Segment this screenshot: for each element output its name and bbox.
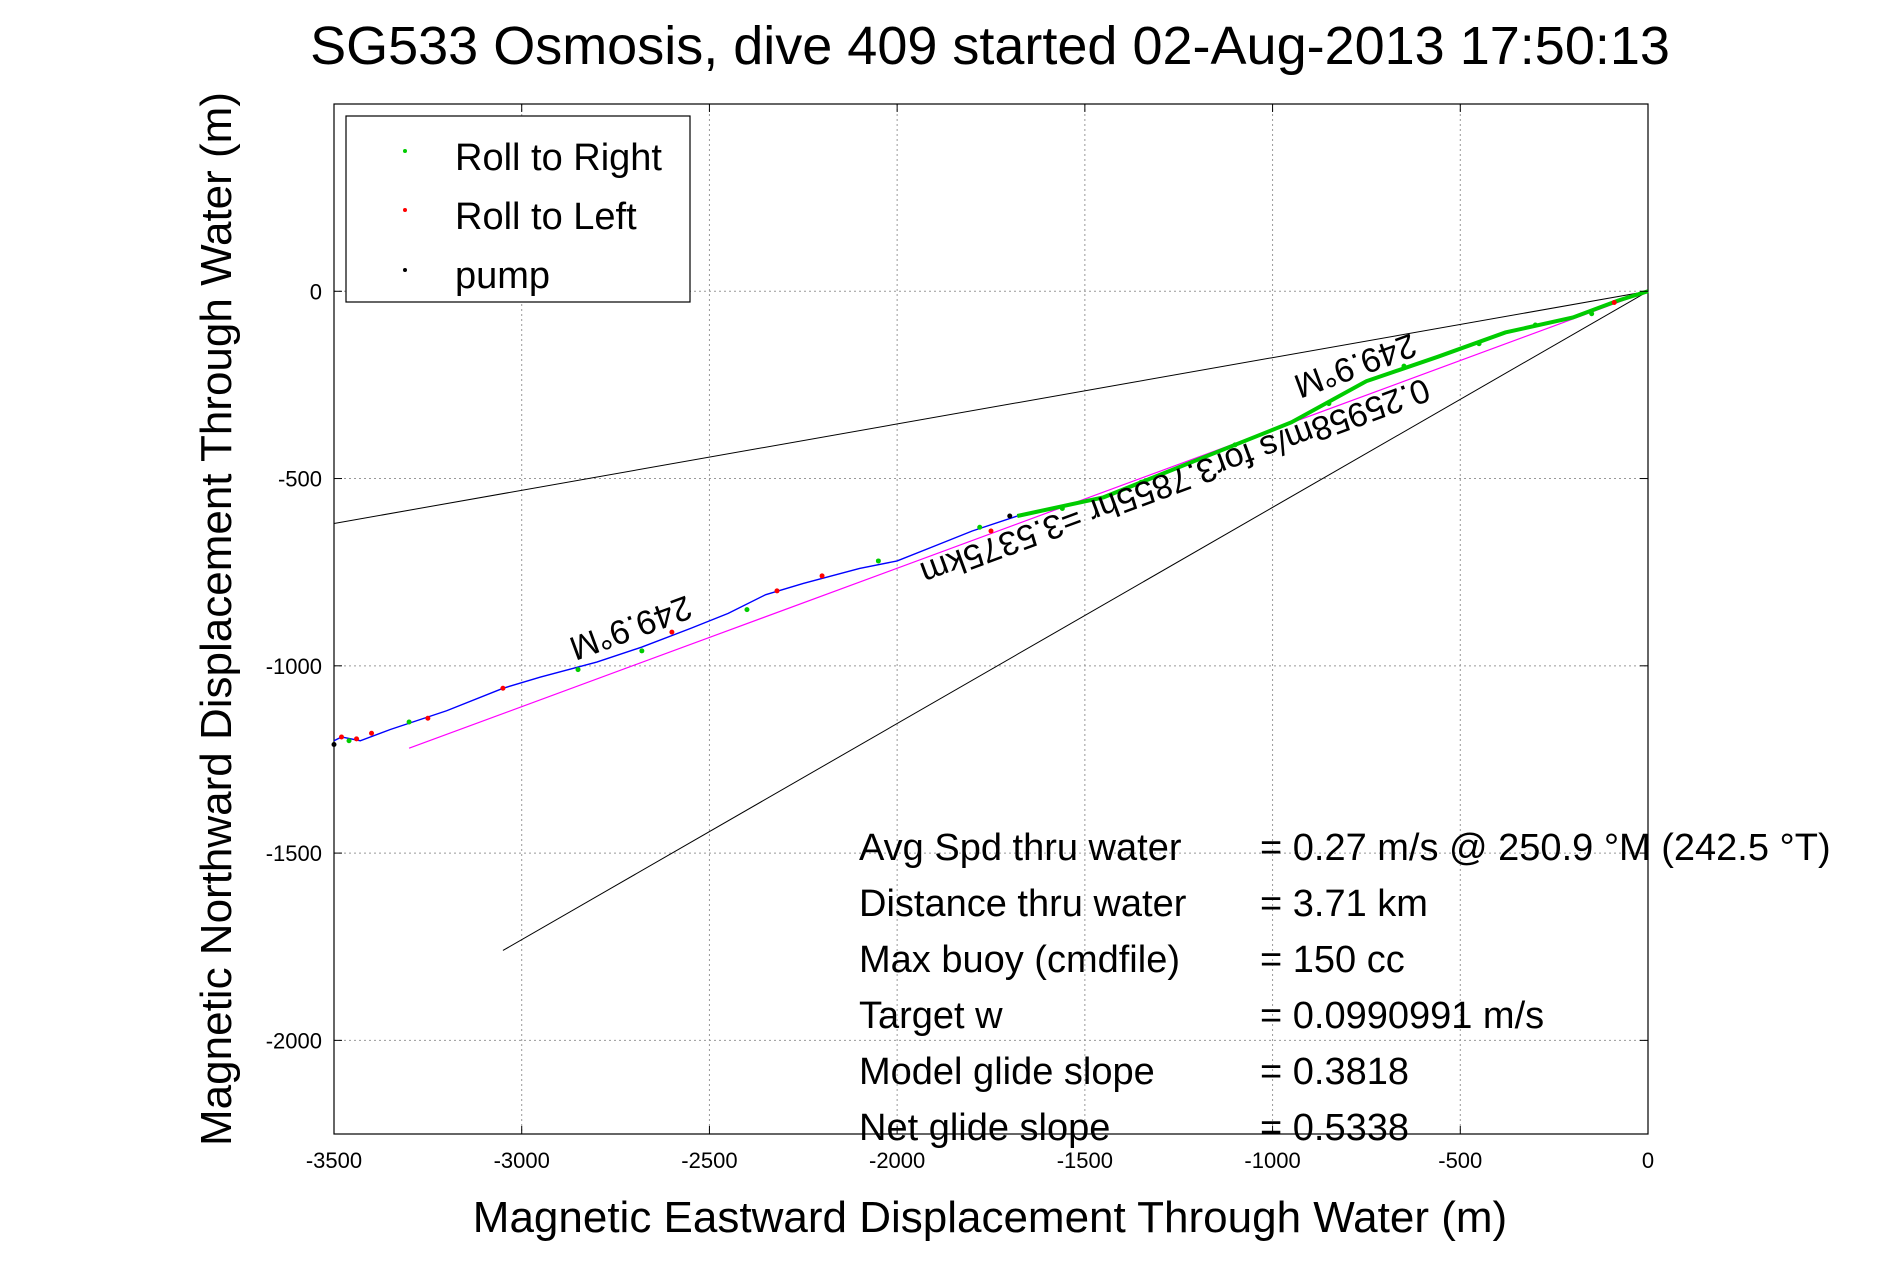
stat-label-max-buoy: Max buoy (cmdfile) xyxy=(859,939,1180,981)
y-tick-label: -500 xyxy=(278,467,322,492)
x-tick-label: -3500 xyxy=(306,1148,362,1173)
roll-right-point xyxy=(875,558,881,564)
plot-area-frame xyxy=(333,103,1649,1135)
roll-right-segment xyxy=(1016,289,1649,518)
roll-right-point xyxy=(575,667,581,673)
x-tick-label: 0 xyxy=(1642,1148,1654,1173)
line-annotation: 0.25958m/s for3.7855hr =3.5375km xyxy=(915,370,1434,592)
roll-right-point xyxy=(639,648,645,654)
x-tick-label: -2500 xyxy=(681,1148,737,1173)
stat-value-model-glide: = 0.3818 xyxy=(1260,1051,1409,1093)
stat-value-target-w: = 0.0990991 m/s xyxy=(1260,995,1544,1037)
roll-left-point xyxy=(1611,300,1617,306)
roll-left-point xyxy=(339,734,345,740)
roll-right-point xyxy=(346,738,352,744)
legend-label-pump: pump xyxy=(455,255,550,297)
markers xyxy=(331,300,1617,747)
roll-left-point xyxy=(500,685,506,691)
roll-right-point xyxy=(977,524,983,530)
roll-right-point xyxy=(1589,311,1595,317)
line-annotations: 249.9°M0.25958m/s for3.7855hr =3.5375km2… xyxy=(564,325,1434,667)
x-tick-label: -3000 xyxy=(494,1148,550,1173)
roll-right-point xyxy=(744,607,750,613)
track-series xyxy=(333,289,1649,742)
roll-left-point xyxy=(669,629,675,635)
legend-marker-pump xyxy=(403,268,407,272)
x-tick-label: -500 xyxy=(1438,1148,1482,1173)
roll-right-point xyxy=(1059,506,1065,512)
stat-value-distance: = 3.71 km xyxy=(1260,883,1428,925)
x-tick-label: -2000 xyxy=(869,1148,925,1173)
grid xyxy=(334,104,1648,1134)
chart-title: SG533 Osmosis, dive 409 started 02-Aug-2… xyxy=(310,16,1670,76)
x-tick-label: -1000 xyxy=(1244,1148,1300,1173)
line-annotation: 249.9°M xyxy=(564,588,696,668)
heading-line-path xyxy=(408,290,1649,749)
track-line xyxy=(333,290,1649,742)
cone-line xyxy=(333,290,1649,524)
axis-ticks: -3500 -3000 -2500 -2000 -1500 -1000 -500 0 -2000… xyxy=(266,104,1654,1173)
roll-left-point xyxy=(774,588,780,594)
cone-line xyxy=(502,290,1649,951)
legend-label-roll-left: Roll to Left xyxy=(455,196,637,238)
y-tick-label: -1500 xyxy=(266,841,322,866)
y-tick-label: -1000 xyxy=(266,654,322,679)
cone-lines xyxy=(333,290,1649,951)
stat-label-net-glide: Net glide slope xyxy=(859,1107,1110,1149)
roll-left-point xyxy=(354,736,360,742)
stat-label-distance: Distance thru water xyxy=(859,883,1187,925)
roll-left-point xyxy=(425,715,431,721)
roll-right-point xyxy=(406,719,412,725)
y-tick-label: 0 xyxy=(310,279,322,304)
legend-marker-roll-right xyxy=(403,149,407,153)
roll-left-point xyxy=(369,730,375,736)
stats-block: Avg Spd thru water = 0.27 m/s @ 250.9 °M… xyxy=(859,827,1831,1149)
stat-label-target-w: Target w xyxy=(859,995,1003,1037)
stat-value-avg-speed: = 0.27 m/s @ 250.9 °M (242.5 °T) xyxy=(1260,827,1831,869)
x-tick-label: -1500 xyxy=(1057,1148,1113,1173)
pump-point xyxy=(331,741,337,747)
roll-right-point xyxy=(1138,479,1144,485)
roll-right-point xyxy=(1232,442,1238,448)
y-tick-label: -2000 xyxy=(266,1028,322,1053)
x-axis-label: Magnetic Eastward Displacement Through W… xyxy=(473,1193,1507,1242)
roll-right-point xyxy=(1401,363,1407,369)
roll-right-point xyxy=(1326,401,1332,407)
legend-marker-roll-left xyxy=(403,208,407,212)
stat-label-model-glide: Model glide slope xyxy=(859,1051,1155,1093)
heading-line xyxy=(408,290,1649,749)
stat-label-avg-speed: Avg Spd thru water xyxy=(859,827,1182,869)
y-axis-label: Magnetic Northward Displacement Through … xyxy=(192,92,241,1146)
pump-point xyxy=(1007,513,1013,519)
stat-value-max-buoy: = 150 cc xyxy=(1260,939,1405,981)
legend-label-roll-right: Roll to Right xyxy=(455,137,662,179)
legend: Roll to Right Roll to Left pump xyxy=(345,115,691,303)
roll-right-point xyxy=(1532,322,1538,328)
roll-right-point xyxy=(1476,341,1482,347)
roll-left-point xyxy=(819,573,825,579)
roll-left-point xyxy=(988,528,994,534)
stat-value-net-glide: = 0.5338 xyxy=(1260,1107,1409,1149)
